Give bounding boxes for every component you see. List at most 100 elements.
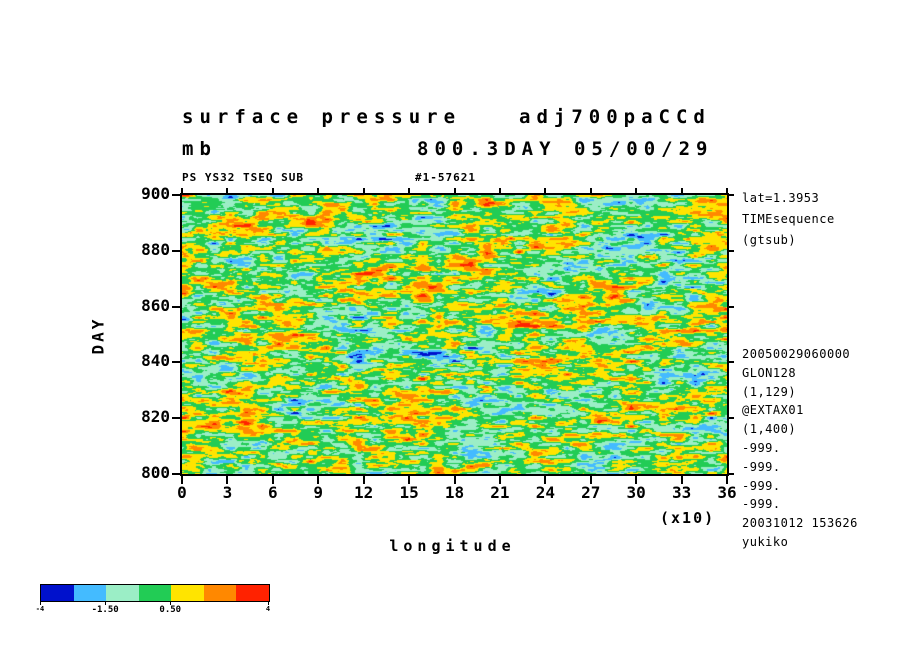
x-tick-label: 27: [581, 483, 601, 502]
y-tick-mark: [172, 417, 180, 420]
colorbar-segment: [138, 585, 172, 601]
plot-area: [172, 188, 734, 484]
colorbar-segment: [41, 585, 74, 601]
y-tick-mark: [729, 305, 734, 308]
annotation-line: @EXTAX01: [742, 403, 804, 418]
annotation-group-bottom: 20050029060000 GLON128 (1,129) @EXTAX01 (1,4…: [742, 345, 858, 552]
y-tick-mark: [729, 473, 734, 475]
colorbar-segment: [236, 585, 270, 601]
colorbar-tick: [268, 601, 269, 605]
x-scale-label: (x10): [660, 509, 716, 527]
x-tick-label: 3: [222, 483, 233, 502]
x-tick-mark: [362, 476, 365, 484]
annotation-line: -999.: [742, 497, 781, 512]
x-tick-mark: [589, 476, 592, 484]
annotation-line: (1,129): [742, 384, 797, 399]
annotation-line: -999.: [742, 478, 781, 493]
y-tick-label: 900: [141, 184, 170, 203]
annotation-line: 20031012 153626: [742, 516, 858, 531]
colorbar-labels: -4 -1.50 0.50 4: [36, 605, 271, 617]
y-tick-label: 860: [141, 295, 170, 315]
x-tick-mark: [498, 188, 501, 193]
colorbar-tick: [105, 601, 107, 605]
colorbar-segment: [203, 585, 237, 601]
colorbar-label: 4: [265, 605, 271, 613]
x-tick-mark: [589, 188, 592, 193]
x-tick-mark: [226, 188, 229, 193]
y-tick-mark: [172, 194, 180, 196]
y-axis-title: DAY: [88, 316, 108, 355]
x-tick-label: 24: [535, 483, 555, 502]
annotation-line: 20050029060000: [742, 347, 851, 361]
annotation-line: TIMEsequence: [742, 212, 835, 226]
x-tick-mark: [680, 188, 683, 193]
x-tick-mark: [181, 476, 183, 484]
x-tick-mark: [635, 188, 638, 193]
x-tick-label: 21: [490, 483, 510, 502]
heatmap-canvas: [182, 195, 727, 474]
y-tick-mark: [729, 417, 734, 420]
title-variable: surface pressure: [182, 106, 462, 128]
x-tick-mark: [317, 188, 320, 193]
x-tick-mark: [544, 476, 547, 484]
x-tick-mark: [680, 476, 683, 484]
colorbar-label: -4: [35, 605, 45, 613]
x-tick-label: 30: [626, 483, 646, 502]
y-tick-mark: [172, 305, 180, 308]
y-tick-label: 840: [141, 351, 170, 371]
y-tick-mark: [729, 361, 734, 364]
y-tick-label: 880: [141, 239, 170, 259]
colorbar-label: -1.50: [91, 605, 119, 615]
y-tick-mark: [729, 249, 734, 252]
colorbar: [40, 584, 270, 602]
annotation-line: yukiko: [742, 534, 789, 549]
x-tick-mark: [453, 188, 456, 193]
x-tick-mark: [726, 476, 728, 484]
units-label: mb: [182, 138, 217, 160]
annotation-line: -999.: [742, 440, 781, 455]
dataset-id-label: PS YS32 TSEQ SUB: [182, 171, 304, 184]
colorbar-label: 0.50: [159, 605, 182, 615]
x-tick-mark: [408, 476, 411, 484]
x-tick-mark: [271, 476, 274, 484]
x-tick-label: 0: [177, 483, 187, 502]
x-tick-label: 6: [268, 483, 278, 502]
annotation-line: GLON128: [742, 365, 797, 380]
x-axis-tick-labels: 0 3 6 9 12 15 18 21 24 27 30 33 36: [177, 483, 736, 503]
y-tick-mark: [172, 473, 180, 475]
x-tick-mark: [226, 476, 229, 484]
colorbar-segment: [171, 585, 204, 601]
x-tick-mark: [498, 476, 501, 484]
y-tick-mark: [172, 249, 180, 252]
annotation-line: (1,400): [742, 422, 797, 437]
colorbar-tick: [170, 601, 172, 605]
colorbar-ticks: [40, 601, 269, 605]
record-id-label: #1-57621: [415, 171, 476, 184]
x-tick-label: 33: [671, 483, 692, 502]
annotation-group-top: lat=1.3953 TIMEsequence (gtsub): [742, 188, 835, 251]
colorbar-segment: [73, 585, 107, 601]
y-tick-mark: [729, 194, 734, 196]
y-tick-label: 800: [141, 463, 170, 482]
time-label: 800.3DAY 05/00/29: [417, 138, 714, 160]
colorbar-tick: [40, 601, 41, 605]
x-tick-label: 18: [444, 483, 465, 502]
y-axis-tick-labels: 900 880 860 840 820 800: [110, 184, 170, 482]
x-tick-label: 36: [717, 483, 737, 502]
x-tick-mark: [181, 188, 183, 193]
x-tick-mark: [362, 188, 365, 193]
x-tick-label: 12: [354, 483, 374, 502]
x-tick-label: 15: [399, 483, 419, 502]
x-tick-mark: [271, 188, 274, 193]
x-axis-title: longitude: [389, 537, 516, 555]
annotation-line: -999.: [742, 459, 781, 474]
x-tick-mark: [635, 476, 638, 484]
annotation-line: lat=1.3953: [742, 191, 820, 205]
x-tick-label: 9: [313, 483, 324, 502]
x-tick-mark: [408, 188, 411, 193]
x-tick-mark: [453, 476, 456, 484]
x-tick-mark: [317, 476, 320, 484]
x-tick-mark: [544, 188, 547, 193]
plot-title: surface pressure adj700paCCd: [182, 106, 711, 128]
